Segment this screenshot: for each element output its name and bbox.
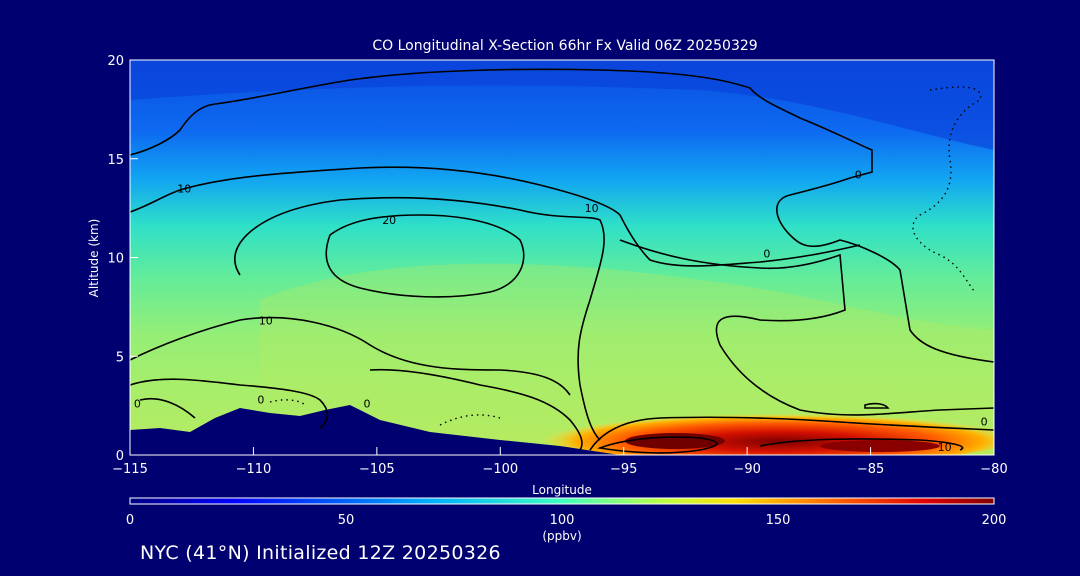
colorbar-tick-label: 0 (126, 513, 134, 528)
colorbar-label: (ppbv) (542, 529, 581, 543)
x-tick-label: −100 (482, 462, 518, 477)
chart-title: CO Longitudinal X-Section 66hr Fx Valid … (372, 38, 757, 54)
y-tick-label: 5 (116, 350, 124, 365)
plume-core (625, 433, 725, 449)
y-axis-label: Altitude (km) (87, 219, 101, 298)
x-tick-label: −105 (359, 462, 395, 477)
y-tick-group: 0 5 10 15 20 (107, 54, 138, 464)
contour-low-2 (139, 398, 196, 419)
contour-low-3 (369, 368, 583, 451)
dotted-contour-east (912, 86, 982, 293)
contour-20 (325, 214, 525, 298)
x-tick-label: −85 (857, 462, 884, 477)
contour-label: 0 (981, 415, 988, 428)
contour-label: 10 (585, 202, 599, 215)
contour-label: 0 (763, 248, 770, 261)
contour-10-inner (234, 196, 605, 441)
y-tick-label: 0 (116, 449, 124, 464)
contour-label: 0 (363, 398, 370, 411)
x-tick-label: −95 (610, 462, 637, 477)
x-tick-label: −90 (733, 462, 760, 477)
x-tick-label: −115 (112, 462, 148, 477)
x-axis: −115 −110 −105 −100 −95 −90 −85 −80 Longitude (112, 447, 1008, 497)
contour-plume-outer (589, 416, 994, 451)
contour-label: 0 (134, 398, 141, 411)
contour-label-group: 20 10 10 10 0 0 0 0 0 0 10 (134, 169, 988, 455)
contour-label: 10 (259, 315, 273, 328)
contour-plume-east (759, 438, 964, 451)
enhanced-mid-region (260, 263, 994, 420)
contour-10-outer (130, 166, 861, 267)
contour-label: 20 (382, 214, 396, 227)
colorbar-gradient (129, 497, 995, 505)
contour-label: 10 (177, 182, 191, 195)
y-tick-label: 15 (107, 153, 124, 168)
contour-0-upper (130, 68, 994, 363)
contour-label: 10 (938, 441, 952, 454)
y-tick-label: 20 (107, 54, 124, 69)
contour-low-1 (130, 378, 329, 429)
colorbar-tick-label: 200 (982, 513, 1007, 528)
colorbar-tick-label: 100 (550, 513, 575, 528)
contour-label: 0 (257, 394, 264, 407)
x-axis-label: Longitude (532, 483, 592, 497)
x-tick-label: −110 (236, 462, 272, 477)
terrain (130, 405, 620, 455)
colorbar-tick-label: 150 (766, 513, 791, 528)
contour-label: 0 (855, 169, 862, 182)
colorbar-tick-label: 50 (338, 513, 355, 528)
dotted-contours (269, 86, 982, 426)
plot-area: 20 10 10 10 0 0 0 0 0 0 10 (130, 60, 994, 455)
contour-0-mid (619, 239, 994, 416)
contour-lines (130, 68, 994, 454)
y-tick-label: 10 (107, 252, 124, 267)
concentration-field (130, 60, 994, 455)
surface-plume (540, 408, 994, 455)
initialization-footer: NYC (41°N) Initialized 12Z 20250326 (140, 542, 501, 564)
y-axis: 0 5 10 15 20 Altitude (km) (87, 54, 138, 464)
colorbar: 0 50 100 150 200 (ppbv) (126, 497, 1007, 543)
colorbar-tick-group: 0 50 100 150 200 (126, 513, 1007, 528)
plume-core-east (820, 440, 940, 452)
contour-10-mid (130, 316, 571, 396)
dotted-contour-low (269, 399, 306, 406)
x-tick-group: −115 −110 −105 −100 −95 −90 −85 −80 (112, 447, 1008, 477)
upper-low-band (130, 60, 994, 150)
contour-plume-inner (597, 436, 718, 454)
contour-small-east (864, 402, 890, 409)
x-tick-label: −80 (980, 462, 1007, 477)
